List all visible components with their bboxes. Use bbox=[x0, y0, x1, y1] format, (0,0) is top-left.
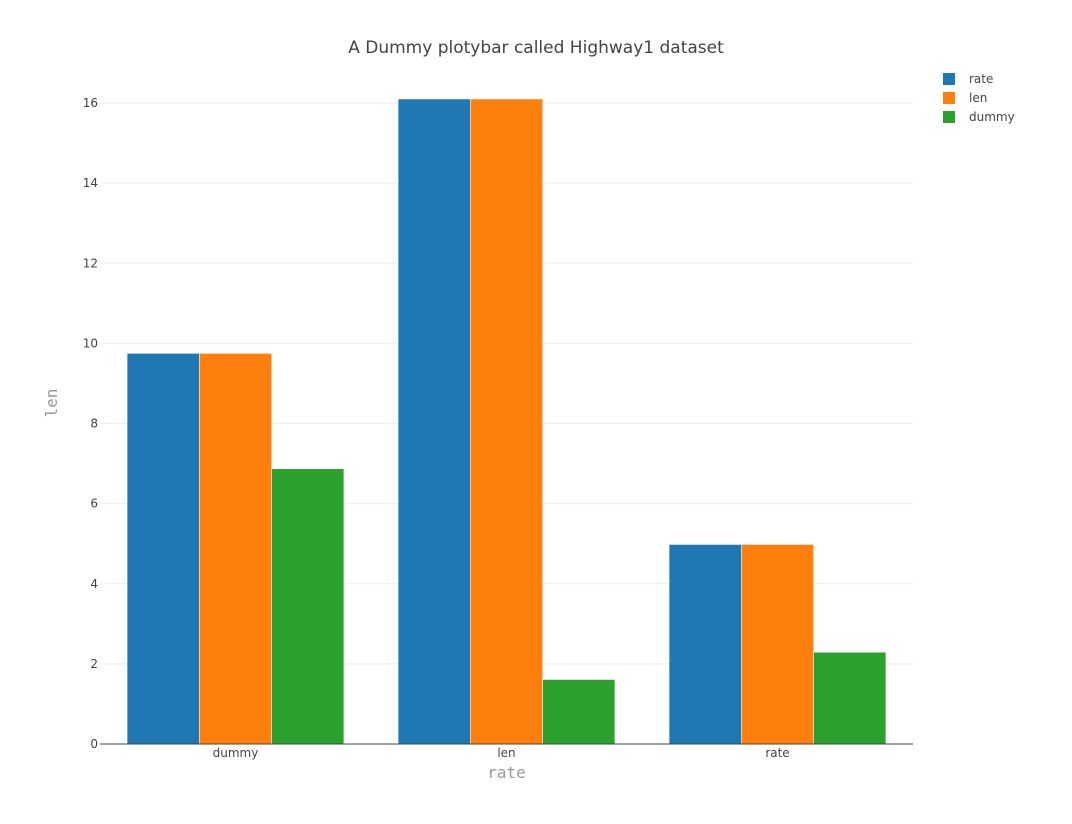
y-tick-label: 6 bbox=[90, 497, 98, 511]
y-tick-label: 16 bbox=[83, 96, 98, 110]
y-tick-label: 14 bbox=[83, 176, 98, 190]
x-tick-label: rate bbox=[765, 746, 789, 760]
bar-rate-dummy[interactable] bbox=[126, 353, 200, 745]
y-tick-label: 12 bbox=[83, 256, 98, 270]
legend-swatch-rate[interactable] bbox=[943, 73, 955, 85]
y-tick-label: 10 bbox=[83, 336, 98, 350]
bar-rate-rate[interactable] bbox=[668, 544, 742, 745]
legend-swatch-len[interactable] bbox=[943, 92, 955, 104]
bar-len-dummy[interactable] bbox=[199, 353, 272, 745]
chart-title: A Dummy plotybar called Highway1 dataset bbox=[348, 38, 724, 58]
legend-swatch-dummy[interactable] bbox=[943, 111, 955, 123]
bar-len-len[interactable] bbox=[470, 98, 543, 745]
y-tick-label: 4 bbox=[90, 577, 98, 591]
bar-dummy-dummy[interactable] bbox=[271, 468, 345, 745]
legend-label-len[interactable]: len bbox=[969, 91, 987, 105]
legend[interactable]: rate len dummy bbox=[943, 72, 1015, 124]
bars bbox=[126, 98, 887, 745]
x-axis-title: rate bbox=[487, 763, 526, 782]
y-tick-label: 8 bbox=[90, 417, 98, 431]
x-tick-label: len bbox=[497, 746, 515, 760]
y-axis-title: len bbox=[42, 389, 61, 418]
bar-rate-len[interactable] bbox=[397, 98, 471, 745]
legend-label-dummy[interactable]: dummy bbox=[969, 110, 1015, 124]
y-tick-label: 0 bbox=[90, 737, 98, 751]
bar-len-rate[interactable] bbox=[741, 544, 814, 745]
x-axis-ticks: dummy len rate bbox=[213, 746, 790, 760]
bar-dummy-len[interactable] bbox=[542, 679, 616, 745]
legend-label-rate[interactable]: rate bbox=[969, 72, 993, 86]
bar-dummy-rate[interactable] bbox=[813, 652, 887, 745]
y-tick-label: 2 bbox=[90, 657, 98, 671]
y-axis-ticks: 0 2 4 6 8 10 12 14 16 bbox=[83, 96, 98, 751]
x-tick-label: dummy bbox=[213, 746, 259, 760]
